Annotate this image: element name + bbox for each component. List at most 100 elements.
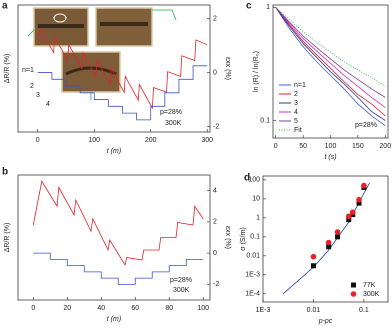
series-line [37,27,208,110]
point [325,239,332,246]
panel: c 0 50 100 150 200 0.1 1 t (s) ln (R) / ln(R₀) p=2… [246,1,391,161]
y-axis-label: ΔR/R (%) [4,223,11,253]
annotation: 2 [30,83,34,90]
x-tick-label: 100 [325,143,337,150]
x-tick-label: 0.1 [359,307,369,314]
x-tick-label: 300 [201,137,213,144]
y-tick-label: 0.1 [250,234,260,241]
y2-tick-label: 2 [213,219,217,226]
annotation: p=28% [355,122,377,129]
point [310,253,317,260]
y-tick-label: 1E-3 [245,272,260,279]
y-tick-label: 0.01 [246,253,260,260]
photo-marker [53,13,67,23]
y-axis-label: ΔR/R (%) [4,54,11,84]
x-tick-label: 20 [63,305,71,312]
y-axis-label: ln (R) / ln(R₀) [253,51,260,92]
series-group [275,7,386,126]
y2-tick-label: 0 [213,250,217,257]
point [361,182,367,189]
series-line [282,182,371,295]
x-tick-label: 150 [352,143,364,150]
annotation: p=28% [160,109,182,116]
y2-axis-label: εxx (%) [224,57,231,80]
series-line [275,7,386,126]
series-line [32,180,204,267]
legend-label: 3 [294,100,298,107]
photo [95,7,153,47]
y2-tick-label: 4 [213,187,217,194]
x-tick-label: 200 [379,143,391,150]
legend-label: 5 [294,118,298,125]
x-axis-label: t (m) [107,316,121,323]
series-group [37,27,208,121]
y2-tick-label: 0 [213,69,217,76]
series-line [275,7,386,108]
x-tick-label: 200 [145,137,157,144]
x-tick-label: 0 [31,305,35,312]
plot-frame [17,4,211,133]
legend-label: Fit [294,127,302,134]
x-tick-label: 0 [36,137,40,144]
series-group [32,180,204,285]
y-tick-label: 10 [252,196,260,203]
series-group [282,182,371,295]
point [335,234,341,240]
point [346,217,352,223]
x-axis-label: t (s) [324,154,336,161]
annotation: p=28% [170,277,192,284]
series-line [33,252,204,285]
legend-label: 2 [294,91,298,98]
x-tick-label: 60 [131,305,139,312]
panel-letter: d [244,173,250,184]
y-tick-label: 0.1 [260,117,270,124]
y2-tick-label: -2 [213,123,219,130]
legend-marker [350,291,357,297]
x-tick-label: 0.01 [307,307,321,314]
point [356,196,362,203]
point [349,209,356,215]
x-axis-label: p-pc [318,318,333,325]
annotation: 3 [36,92,40,99]
y-tick-label: 1 [256,215,260,222]
plot-frame [17,174,211,301]
inset-photos [27,7,177,100]
panel-letter: b [2,167,8,178]
annotation: 300K [173,287,190,294]
panel-letter: a [2,1,8,12]
legend-label: 77K [363,282,376,289]
x-axis-label: t (m) [107,148,121,155]
y-tick-label: 1 [266,4,270,11]
point [326,244,332,250]
x-tick-label: 40 [97,305,105,312]
series-line [275,7,386,121]
x-tick-label: 100 [88,137,100,144]
y-axis-label: σ (S/m) [240,227,247,250]
arrow [152,9,177,21]
y2-tick-label: -2 [213,281,219,288]
panel-letter: c [246,1,252,12]
x-tick-label: 0 [274,143,278,150]
point [310,263,316,269]
annotation: 4 [46,101,50,108]
photo-sample [38,24,84,28]
x-tick-label: 80 [165,305,173,312]
y2-axis-label: εxx (%) [224,226,231,249]
plot-frame [262,175,389,303]
x-tick-label: 100 [197,305,209,312]
y-tick-label: 1E-4 [245,291,260,298]
arrow [27,29,35,37]
annotation: 300K [165,120,182,127]
series-line [37,65,208,121]
plot-frame [272,4,389,139]
y2-tick-label: 2 [213,15,217,22]
photo-sample [100,22,148,26]
x-tick-label: 1E-3 [256,307,271,314]
photo-sample [65,66,117,76]
series-line [275,7,386,87]
legend-label: 4 [294,109,298,116]
legend-label: n=1 [294,82,306,89]
